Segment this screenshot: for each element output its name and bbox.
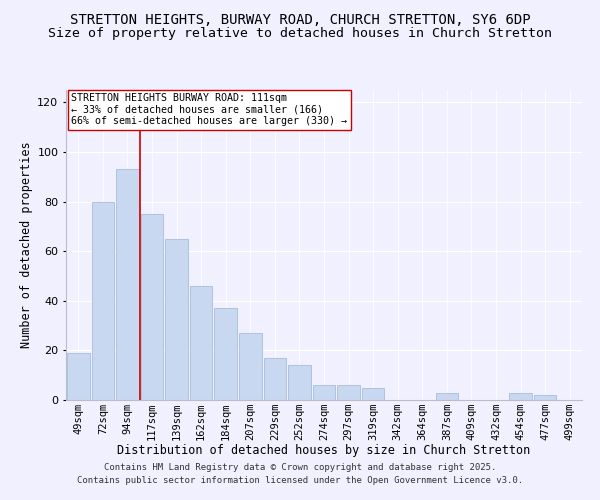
Text: Size of property relative to detached houses in Church Stretton: Size of property relative to detached ho… [48, 28, 552, 40]
Bar [534, 395, 556, 400]
Bar [239, 333, 262, 400]
Bar [116, 170, 139, 400]
Y-axis label: Number of detached properties: Number of detached properties [20, 142, 33, 348]
Bar [214, 308, 237, 400]
Bar [263, 358, 286, 400]
Text: STRETTON HEIGHTS BURWAY ROAD: 111sqm
← 33% of detached houses are smaller (166)
: STRETTON HEIGHTS BURWAY ROAD: 111sqm ← 3… [71, 93, 347, 126]
Text: Contains HM Land Registry data © Crown copyright and database right 2025.
Contai: Contains HM Land Registry data © Crown c… [77, 464, 523, 485]
Bar [92, 202, 114, 400]
Bar [509, 392, 532, 400]
Bar [190, 286, 212, 400]
X-axis label: Distribution of detached houses by size in Church Stretton: Distribution of detached houses by size … [118, 444, 530, 458]
Bar [337, 385, 360, 400]
Bar [436, 392, 458, 400]
Text: STRETTON HEIGHTS, BURWAY ROAD, CHURCH STRETTON, SY6 6DP: STRETTON HEIGHTS, BURWAY ROAD, CHURCH ST… [70, 12, 530, 26]
Bar [288, 366, 311, 400]
Bar [140, 214, 163, 400]
Bar [362, 388, 385, 400]
Bar [313, 385, 335, 400]
Bar [67, 353, 89, 400]
Bar [165, 239, 188, 400]
